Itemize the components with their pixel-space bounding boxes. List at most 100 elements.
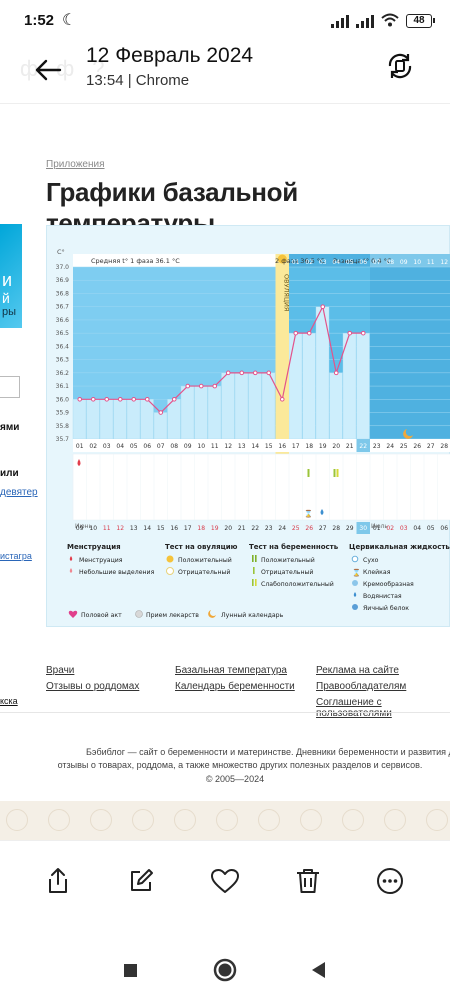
calendar-date-label: 02 (386, 525, 394, 532)
screen-rotate-icon (388, 53, 412, 79)
legend-medication-icon (135, 610, 143, 618)
back-nav-button[interactable] (306, 957, 332, 983)
calendar-date-label: 11 (103, 525, 111, 532)
cycle-days-row (73, 439, 450, 452)
sidebar-link-fragment[interactable]: истагра (0, 551, 32, 561)
footer-link-fragment[interactable]: кска (0, 696, 18, 706)
favorite-button[interactable] (209, 865, 241, 897)
footer-about-line: отзывы о товарах, роддома, а также множе… (57, 760, 423, 770)
temperature-point (225, 370, 231, 376)
temperature-bar (167, 399, 181, 440)
calendar-date-label: 14 (143, 525, 151, 532)
legend-menstruation-icon (69, 556, 73, 561)
more-button[interactable] (374, 865, 406, 897)
status-time: 1:52 (24, 12, 55, 29)
footer-link-advertising[interactable]: Реклама на сайте (316, 665, 399, 676)
temperature-difference-label: Разница t° 0.4 °C (333, 257, 392, 265)
legend-header-menstruation: Менструация (67, 543, 121, 551)
pregnancy-test-mark (307, 469, 310, 477)
calendar-date-label: 01 (373, 525, 381, 532)
temperature-bar (288, 332, 303, 440)
cycle-day-label: 28 (440, 443, 448, 450)
legend-watery-icon (353, 592, 357, 597)
temperature-point (171, 397, 177, 402)
y-tick-label: 36.7 (56, 304, 70, 311)
footer-link-user-agreement[interactable]: Соглашение с пользователями (316, 697, 392, 719)
legend-ovulation-positive-icon (166, 555, 174, 563)
cycle-day-label: 26 (413, 443, 421, 450)
calendar-date-label: 30 (359, 525, 367, 532)
temperature-bar (234, 372, 249, 440)
signal-icon (356, 14, 374, 28)
temperature-point (212, 383, 218, 389)
legend-menstruation: Менструация (79, 557, 123, 564)
temperature-bar (113, 399, 127, 440)
phase1-average-label: Средняя t° 1 фаза 36.1 °C (91, 257, 180, 265)
pregnancy-test-mark (336, 469, 339, 477)
screenshot-actions-toolbar (0, 840, 450, 940)
y-tick-label: 36.3 (56, 357, 70, 364)
top-days-strip-future (370, 254, 450, 267)
calendar-date-label: 09 (76, 525, 84, 532)
recents-button[interactable] (117, 957, 143, 983)
footer-link-pregnancy-calendar[interactable]: Календарь беременности (175, 681, 295, 692)
top-day-label: 04 (332, 259, 340, 266)
legend-intercourse: Половой акт (81, 611, 122, 619)
cycle-day-label: 15 (265, 443, 273, 450)
footer-copyright: © 2005—2024 (205, 774, 265, 784)
status-bar: 1:52 ☾ 48 (0, 0, 450, 42)
y-tick-label: 35.7 (56, 436, 70, 443)
delete-button[interactable] (292, 865, 324, 897)
temperature-point (131, 397, 137, 402)
legend-sticky: Клейкая (363, 568, 391, 576)
top-day-label: 02 (305, 259, 313, 266)
y-tick-label: 36.6 (56, 317, 70, 324)
decorative-footer-band (0, 801, 450, 840)
left-banner-edge (0, 224, 22, 328)
y-tick-label: 35.9 (56, 410, 70, 417)
y-axis-unit: C° (57, 248, 65, 256)
footer-link-bbt[interactable]: Базальная температура (175, 665, 287, 676)
temperature-bar (99, 399, 114, 440)
more-icon (377, 868, 403, 894)
legend-moon-icon (208, 610, 216, 618)
banner-fragment: ры (2, 306, 17, 318)
edit-button[interactable] (125, 865, 157, 897)
banner-fragment: й (2, 290, 10, 306)
breadcrumb-link[interactable]: Приложения (46, 159, 105, 170)
legend-ovulation-negative: Отрицательный (178, 568, 230, 576)
calendar-date-label: 05 (427, 525, 435, 532)
temperature-point (360, 330, 366, 336)
back-button[interactable] (30, 52, 66, 88)
pregnancy-test-mark (333, 469, 336, 477)
left-input-fragment[interactable] (0, 376, 20, 398)
share-button[interactable] (42, 865, 74, 897)
calendar-date-label: 12 (116, 525, 124, 532)
legend-ovulation-negative-icon (166, 567, 174, 575)
top-day-label: 06 (359, 259, 367, 266)
footer-link-maternity-reviews[interactable]: Отзывы о роддомах (46, 681, 140, 692)
screenshot-date-title: 12 Февраль 2024 (86, 44, 254, 67)
legend-egg-white-icon (352, 604, 358, 610)
footer-link-copyright-holders[interactable]: Правообладателям (316, 681, 407, 692)
sidebar-fragment: ями (0, 422, 20, 433)
y-tick-label: 36.9 (56, 277, 70, 284)
cycle-day-label: 01 (76, 443, 84, 450)
cycle-day-label: 22 (359, 443, 367, 450)
sidebar-link-fragment[interactable]: девятер (0, 487, 38, 498)
y-tick-label: 35.8 (56, 423, 70, 430)
bbt-chart: ОВУЛЯЦИЯ Средняя t° 1 фаза 36.1 °C 2 фаза … (46, 225, 450, 627)
y-tick-label: 36.2 (56, 370, 70, 377)
temperature-bar (261, 372, 276, 440)
phase2-average-label: 2 фаза 36.5 °C (275, 257, 325, 265)
home-button[interactable] (212, 957, 238, 983)
cycle-day-label: 13 (238, 443, 246, 450)
legend-creamy: Кремообразная (363, 580, 414, 588)
cycle-day-label: 02 (89, 443, 97, 450)
footer-link-doctors[interactable]: Врачи (46, 665, 75, 676)
rotate-button[interactable] (384, 50, 416, 82)
footer-divider (0, 712, 450, 713)
edit-icon (131, 869, 153, 891)
y-tick-label: 36.4 (56, 343, 70, 350)
cycle-day-label: 24 (386, 443, 394, 450)
